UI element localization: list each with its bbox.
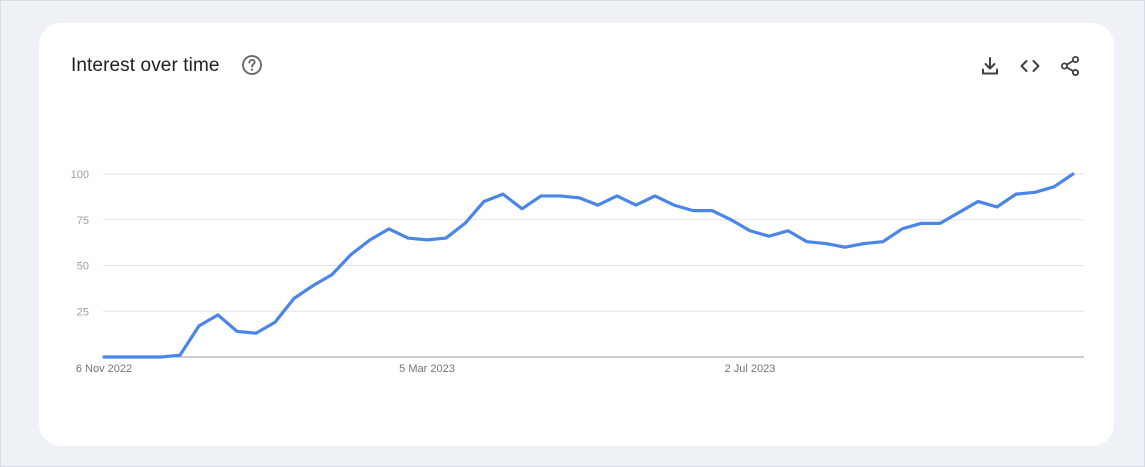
data-point[interactable] [291,295,297,301]
data-point[interactable] [329,272,335,278]
data-point[interactable] [1032,189,1038,195]
y-tick-label: 75 [77,215,89,227]
code-embed-icon[interactable] [1018,54,1042,78]
data-point[interactable] [861,241,867,247]
data-point[interactable] [443,235,449,241]
data-point[interactable] [196,323,202,329]
data-point[interactable] [614,193,620,199]
data-point[interactable] [158,354,164,360]
data-point[interactable] [1070,171,1076,177]
series-line[interactable] [102,172,1075,359]
data-point[interactable] [690,208,696,214]
data-point[interactable] [918,220,924,226]
data-point[interactable] [253,330,259,336]
data-point[interactable] [1051,184,1057,190]
data-point[interactable] [842,244,848,250]
data-point[interactable] [728,217,734,223]
data-point[interactable] [671,202,677,208]
interest-line-chart: 25 50 75 100 6 Nov 2022 5 Mar 2023 2 Jul 2023 [71,169,1084,375]
data-point[interactable] [139,354,145,360]
data-point[interactable] [652,193,658,199]
data-point[interactable] [975,198,981,204]
data-point[interactable] [633,202,639,208]
data-point[interactable] [500,191,506,197]
data-point[interactable] [1013,191,1019,197]
card-title: Interest over time [71,55,220,76]
interest-over-time-card: Interest over time 25 50 75 100 6 Nov 2022 5 … [39,23,1114,446]
y-tick-label: 50 [77,261,89,273]
data-point[interactable] [101,354,107,360]
data-point[interactable] [557,193,563,199]
data-point[interactable] [785,228,791,234]
data-point[interactable] [215,312,221,318]
data-point[interactable] [880,239,886,245]
data-point[interactable] [766,233,772,239]
y-tick-label: 100 [71,169,89,181]
data-point[interactable] [272,319,278,325]
y-tick-label: 25 [77,306,89,318]
data-point[interactable] [310,283,316,289]
download-icon[interactable] [978,54,1002,78]
data-point[interactable] [234,328,240,334]
data-point[interactable] [576,195,582,201]
help-circle-icon[interactable] [241,54,263,76]
data-point[interactable] [519,206,525,212]
data-point[interactable] [177,352,183,358]
data-point[interactable] [367,237,373,243]
data-point[interactable] [538,193,544,199]
data-point[interactable] [120,354,126,360]
data-point[interactable] [405,235,411,241]
data-point[interactable] [956,209,962,215]
data-point[interactable] [386,226,392,232]
data-point[interactable] [348,252,354,258]
data-point[interactable] [747,228,753,234]
data-point[interactable] [823,241,829,247]
x-tick-label: 6 Nov 2022 [76,363,132,375]
share-icon[interactable] [1058,54,1082,78]
data-point[interactable] [462,220,468,226]
data-point[interactable] [994,204,1000,210]
data-point[interactable] [481,198,487,204]
data-point[interactable] [804,239,810,245]
data-point[interactable] [899,226,905,232]
data-point[interactable] [709,208,715,214]
data-point[interactable] [424,237,430,243]
x-tick-label: 2 Jul 2023 [725,363,776,375]
data-point[interactable] [937,220,943,226]
data-point[interactable] [595,202,601,208]
x-tick-label: 5 Mar 2023 [399,363,455,375]
